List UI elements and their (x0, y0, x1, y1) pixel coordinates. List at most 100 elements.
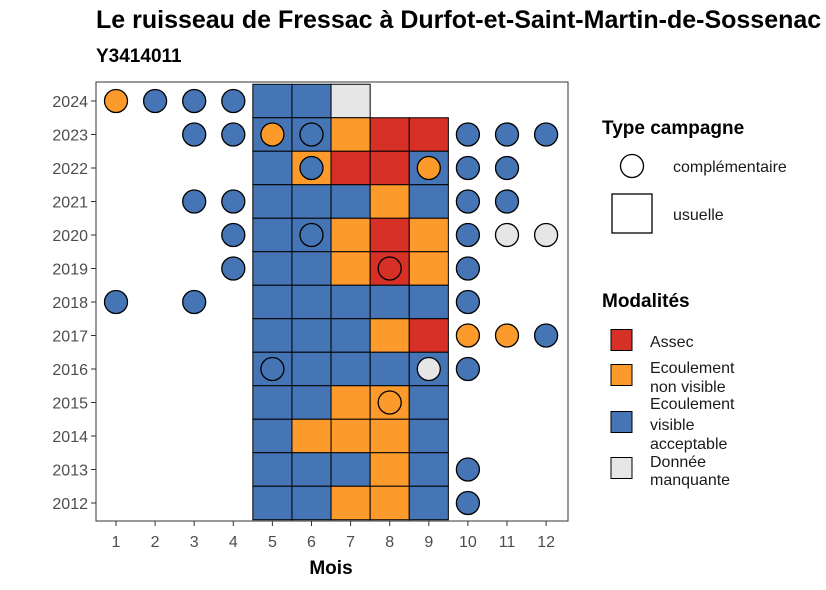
tile-2021-8 (369, 184, 410, 219)
tile-2017-9 (408, 318, 449, 353)
point-2020-6 (299, 222, 324, 248)
point-2019-10 (455, 256, 481, 281)
point-2016-5 (260, 356, 285, 382)
tile-2014-9 (408, 418, 449, 454)
legend-modalite-label: visible (650, 417, 695, 434)
tile-2018-7 (330, 284, 371, 320)
y-tick-label: 2021 (52, 195, 88, 212)
point-2022-6 (299, 155, 324, 181)
tile-2013-7 (330, 452, 371, 487)
tile-2013-8 (369, 452, 410, 487)
point-2023-10 (455, 122, 481, 147)
tile-2015-6 (291, 385, 332, 420)
tile-2024-5 (252, 83, 293, 119)
point-2020-4 (221, 222, 246, 248)
point-2019-8 (377, 256, 402, 281)
tile-2021-9 (408, 184, 449, 219)
legend-modalite-label: Donnée (650, 454, 706, 471)
tile-2020-7 (330, 217, 371, 253)
tile-2014-8 (369, 418, 410, 454)
legend-square-key (611, 193, 653, 234)
point-2021-11 (494, 189, 520, 214)
legend-circle-key (619, 153, 645, 179)
point-2023-3 (182, 122, 207, 147)
legend-modalite-key (610, 329, 633, 351)
y-tick-label: 2016 (52, 362, 88, 379)
point-2022-11 (494, 155, 520, 181)
x-tick-label: 9 (424, 534, 433, 551)
chart-subtitle: Y3414011 (96, 46, 182, 67)
tile-2015-7 (330, 385, 371, 420)
point-2017-10 (455, 323, 481, 348)
tile-2023-7 (330, 117, 371, 152)
legend-modalite-label: Ecoulement (650, 360, 735, 377)
point-2023-11 (494, 122, 520, 147)
legend-modalite-label: non visible (650, 379, 726, 396)
tile-2019-5 (252, 251, 293, 286)
point-2024-4 (221, 88, 246, 114)
y-tick-label: 2020 (52, 228, 88, 245)
tile-2012-9 (408, 485, 449, 521)
y-tick-label: 2014 (52, 429, 88, 446)
point-2021-4 (221, 189, 246, 214)
y-tick-label: 2018 (52, 295, 88, 312)
tile-2013-5 (252, 452, 293, 487)
point-2023-6 (299, 122, 324, 147)
y-tick-label: 2019 (52, 262, 88, 279)
legend-modalite-key (610, 364, 633, 386)
point-2023-4 (221, 122, 246, 147)
tile-2018-6 (291, 284, 332, 320)
point-2018-3 (182, 289, 207, 315)
x-tick-label: 2 (151, 534, 160, 551)
tile-2023-9 (408, 117, 449, 152)
tile-2014-7 (330, 418, 371, 454)
x-axis-title: Mois (309, 558, 352, 579)
tile-2012-6 (291, 485, 332, 521)
point-2022-9 (416, 155, 441, 181)
tile-2021-7 (330, 184, 371, 219)
point-2020-11 (494, 222, 520, 248)
point-2019-4 (221, 256, 246, 281)
tile-2012-7 (330, 485, 371, 521)
y-tick-label: 2017 (52, 329, 88, 346)
point-2017-12 (533, 323, 559, 348)
y-tick-label: 2023 (52, 128, 88, 145)
tile-2022-5 (252, 150, 293, 186)
tile-2019-6 (291, 251, 332, 286)
point-2024-2 (142, 88, 168, 114)
tile-2017-7 (330, 318, 371, 353)
legend-type-label: complémentaire (673, 159, 787, 176)
x-tick-label: 6 (307, 534, 316, 551)
legend-modalite-label: Assec (650, 334, 694, 351)
tile-2016-7 (330, 351, 371, 387)
point-2020-12 (533, 222, 559, 248)
tile-2022-7 (330, 150, 371, 186)
y-tick-label: 2013 (52, 463, 88, 480)
legend-modalites-title: Modalités (602, 291, 690, 312)
legend-modalite-label: Ecoulement (650, 396, 735, 413)
y-tick-label: 2015 (52, 396, 88, 413)
x-axis: 1 2 3 4 5 6 7 8 9 10 11 12 (112, 521, 555, 551)
x-tick-label: 10 (459, 534, 477, 551)
tile-2018-8 (369, 284, 410, 320)
point-2021-10 (455, 189, 481, 214)
legend-modalite-label: manquante (650, 472, 730, 489)
y-tick-label: 2024 (52, 94, 88, 111)
tile-2020-9 (408, 217, 449, 253)
tile-2023-8 (369, 117, 410, 152)
tile-2015-5 (252, 385, 293, 420)
tile-2022-8 (369, 150, 410, 186)
x-tick-label: 12 (537, 534, 555, 551)
tile-2019-7 (330, 251, 371, 286)
point-2012-10 (455, 490, 481, 516)
tile-2021-6 (291, 184, 332, 219)
tile-2024-7 (330, 83, 371, 119)
legend: Type campagne complémentaire usuelle Modali… (602, 118, 787, 489)
legend-type-label: usuelle (673, 207, 724, 224)
tile-2018-5 (252, 284, 293, 320)
y-tick-label: 2022 (52, 161, 88, 178)
point-2018-1 (103, 289, 129, 315)
tile-2014-5 (252, 418, 293, 454)
y-axis: 2024 2023 2022 2021 2020 2019 2018 2017 2016 2015… (52, 94, 96, 513)
